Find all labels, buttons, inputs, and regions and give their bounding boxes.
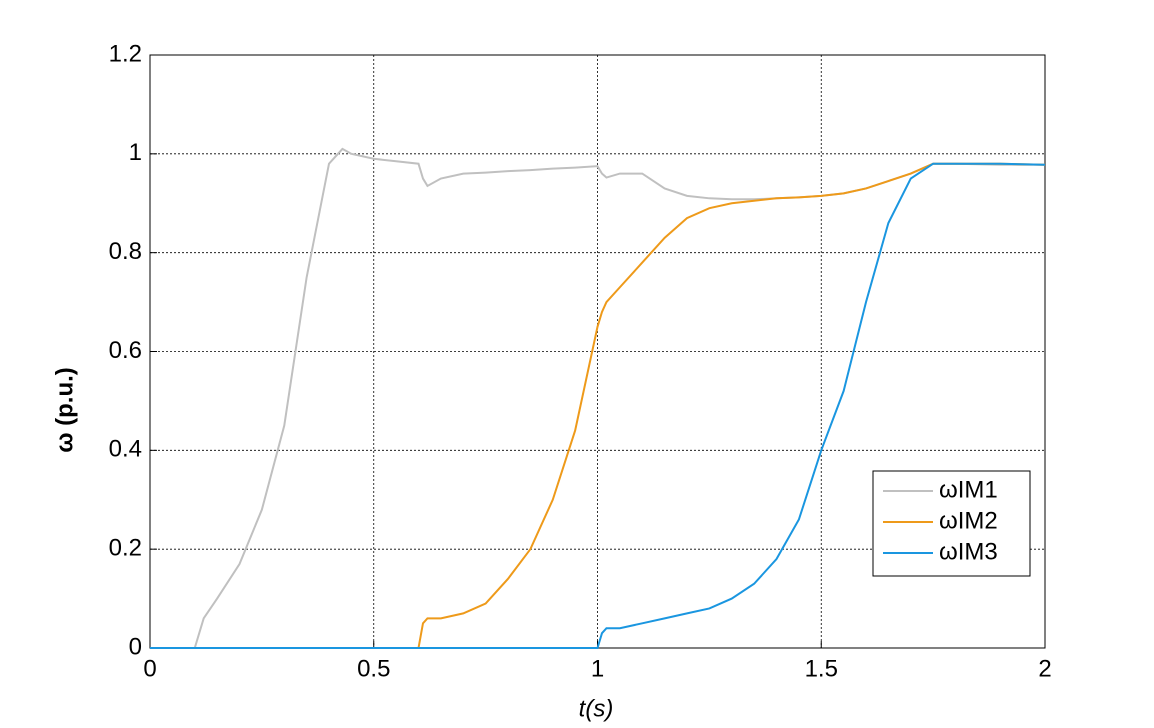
data-line — [150, 162, 1046, 649]
x-tick-label: 2 — [1038, 655, 1051, 682]
legend-label: ωIM2 — [939, 507, 998, 534]
x-axis-label: t(s) — [579, 695, 614, 722]
y-tick-label: 1.2 — [109, 40, 142, 67]
x-tick-label: 0 — [143, 655, 156, 682]
y-tick-label: 0 — [129, 633, 142, 660]
x-tick-label: 1.5 — [805, 655, 838, 682]
legend-label: ωIM3 — [939, 538, 998, 565]
y-axis-label: ω (p.u.) — [51, 367, 78, 453]
x-tick-label: 1 — [591, 655, 604, 682]
y-tick-label: 0.4 — [109, 436, 142, 463]
y-tick-label: 0.8 — [109, 238, 142, 265]
y-tick-label: 1 — [129, 139, 142, 166]
legend-box — [872, 470, 1031, 577]
legend-label: ωIM1 — [939, 476, 998, 503]
y-tick-label: 0.6 — [109, 337, 142, 364]
x-tick-label: 0.5 — [357, 655, 390, 682]
y-tick-label: 0.2 — [109, 535, 142, 562]
